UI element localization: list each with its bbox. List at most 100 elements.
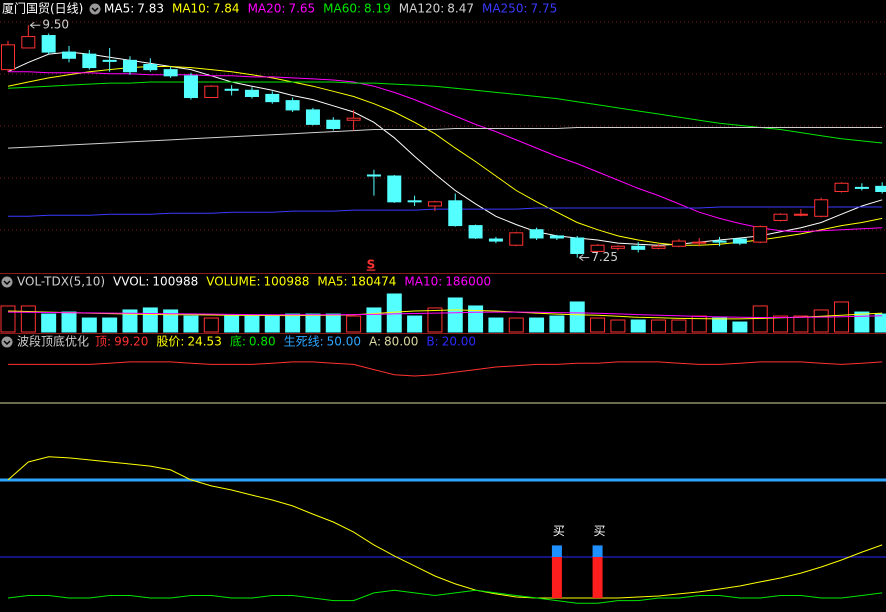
- legend-name: VVOL:: [113, 275, 149, 289]
- legend-name: MA10:: [172, 2, 210, 16]
- volume-bar: [630, 319, 646, 333]
- annotation-label: 9.50: [42, 18, 69, 32]
- volume-bar: [346, 315, 362, 333]
- legend-name: MA60:: [323, 2, 361, 16]
- indicator-line: [7, 311, 883, 318]
- candle-body: [204, 85, 219, 99]
- volume-bar: [529, 317, 545, 333]
- indicator-line: [7, 589, 883, 604]
- legend-value: 50.00: [327, 335, 361, 349]
- candle-body: [224, 88, 239, 91]
- candle-body: [1, 44, 15, 71]
- legend-value: 180474: [351, 275, 397, 289]
- buy-label: 买: [553, 524, 565, 538]
- indicator-line: [7, 66, 883, 246]
- candle-body: [692, 241, 707, 244]
- indicator-line: [7, 51, 883, 246]
- annotation-arrowhead: [30, 21, 35, 29]
- candle-body: [854, 186, 869, 189]
- candle-body: [326, 119, 341, 130]
- menu-icon[interactable]: [1, 276, 13, 288]
- legend-value: 100988: [152, 275, 198, 289]
- candle-body: [82, 53, 97, 69]
- candle-body: [366, 174, 381, 177]
- volume-bar: [264, 315, 280, 333]
- candle-body: [570, 237, 585, 254]
- volume-bar: [407, 315, 423, 333]
- candle-body: [529, 229, 544, 239]
- volume-bar: [244, 315, 260, 333]
- candle-body: [346, 117, 361, 121]
- candle-body: [468, 225, 483, 239]
- legend-name: VOLUME:: [206, 275, 260, 289]
- legend-value: 8.47: [447, 2, 474, 16]
- candle-body: [631, 245, 646, 250]
- candle-body: [61, 51, 76, 59]
- candle-body: [122, 59, 137, 73]
- menu-icon[interactable]: [1, 336, 13, 348]
- candle-body: [712, 240, 727, 243]
- candle-body: [793, 213, 808, 216]
- buy-bar-cap: [551, 545, 562, 557]
- candle-body: [387, 175, 402, 203]
- legend-name: A:: [369, 335, 381, 349]
- volume-bar: [386, 293, 402, 333]
- signal-marker: S: [367, 258, 376, 272]
- candle-body: [671, 240, 686, 247]
- volume-bar: [20, 305, 36, 333]
- annotation-label: 7.25: [591, 250, 618, 264]
- candle-body: [814, 199, 829, 217]
- candle-body: [143, 63, 158, 71]
- volume-bar: [427, 307, 443, 333]
- candle-body: [488, 238, 503, 242]
- candle-body: [549, 235, 564, 239]
- volume-bar: [671, 319, 687, 333]
- volume-bar: [203, 317, 219, 333]
- volume-bar: [549, 315, 565, 333]
- volume-bar: [610, 319, 626, 333]
- legend-name: MA10:: [404, 275, 442, 289]
- volume-bar: [41, 313, 57, 333]
- candle-body: [102, 59, 117, 62]
- volume-bar: [142, 307, 158, 333]
- legend-value: 8.19: [364, 2, 391, 16]
- indicator-line: [7, 309, 883, 320]
- volume-bar: [163, 309, 179, 333]
- volume-bar: [488, 317, 504, 333]
- candle-body: [590, 244, 605, 252]
- legend-name: MA120:: [399, 2, 445, 16]
- legend-value: 0.80: [249, 335, 276, 349]
- buy-bar-cap: [592, 545, 603, 557]
- legend-name: B:: [426, 335, 438, 349]
- legend-value: 7.83: [137, 2, 164, 16]
- volume-bar: [874, 313, 886, 333]
- buy-bar: [592, 556, 603, 599]
- volume-bar: [285, 313, 301, 333]
- volume-bar: [447, 297, 463, 333]
- indicator-line: [7, 456, 883, 599]
- legend-name: 底:: [230, 334, 246, 349]
- volume-bar: [590, 317, 606, 333]
- legend-value: 7.65: [288, 2, 315, 16]
- volume-bar: [732, 321, 748, 333]
- candle-body: [265, 93, 280, 103]
- volume-bar: [0, 305, 16, 333]
- volume-bar: [773, 315, 789, 333]
- indicator-line: [7, 81, 883, 144]
- legend-value: 7.75: [531, 2, 558, 16]
- legend-name: 股价:: [156, 335, 184, 349]
- candle-body: [773, 213, 788, 221]
- volume-bar: [325, 313, 341, 333]
- legend-value: 7.84: [213, 2, 240, 16]
- candle-body: [21, 36, 36, 49]
- chart-title: 厦门国贸(日线): [2, 1, 83, 16]
- volume-bar: [712, 317, 728, 333]
- menu-icon[interactable]: [89, 3, 101, 15]
- candle-body: [610, 245, 625, 249]
- volume-bar: [813, 309, 829, 333]
- volume-bar: [183, 315, 199, 333]
- annotation-arrowhead: [578, 254, 584, 262]
